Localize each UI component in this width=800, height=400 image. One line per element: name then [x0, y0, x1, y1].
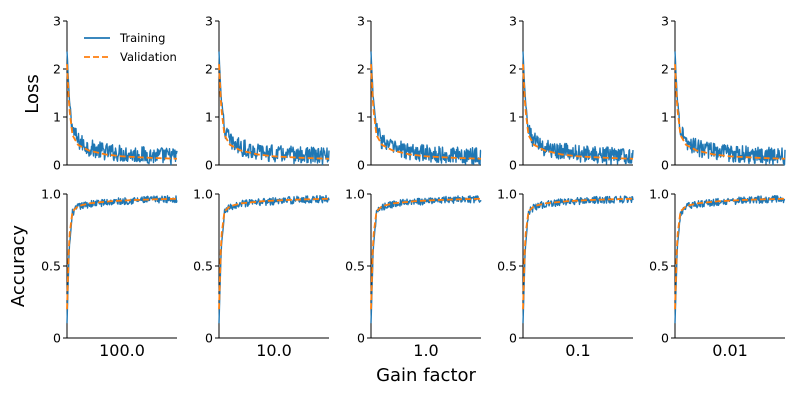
y-tick-label: 3	[53, 14, 61, 29]
y-tick-label: 0.5	[41, 259, 61, 274]
training-series	[66, 195, 178, 324]
legend-label-validation: Validation	[120, 50, 177, 64]
training-series	[218, 51, 330, 166]
y-tick-label: 1.0	[649, 187, 669, 202]
y-tick-label: 0	[509, 331, 517, 346]
row-label-loss: Loss	[22, 74, 43, 113]
validation-series	[370, 197, 482, 310]
y-tick-label: 3	[509, 14, 517, 29]
training-series	[218, 194, 330, 324]
y-tick-label: 1.0	[41, 187, 61, 202]
panel-accuracy-3: 0 0.5 1.0	[497, 187, 634, 346]
panel-loss-2: 0 1 2 3	[357, 14, 482, 173]
y-tick-label: 2	[661, 62, 669, 77]
y-tick-label: 0	[53, 158, 61, 173]
y-tick-label: 0.5	[193, 259, 213, 274]
y-tick-label: 0	[357, 158, 365, 173]
gain-label-0: 100.0	[99, 341, 145, 360]
gain-label-1: 10.0	[256, 341, 292, 360]
y-tick-label: 1.0	[497, 187, 517, 202]
validation-series	[66, 197, 178, 310]
y-tick-label: 1	[357, 110, 365, 125]
panel-loss-4: 0 1 2 3	[661, 14, 786, 173]
validation-series	[522, 197, 634, 310]
validation-series	[370, 64, 482, 160]
validation-series	[66, 64, 178, 160]
gain-label-2: 1.0	[413, 341, 438, 360]
training-series	[370, 51, 482, 166]
training-series	[522, 195, 634, 324]
y-tick-label: 1	[205, 110, 213, 125]
panel-loss-3: 0 1 2 3	[509, 14, 634, 173]
y-tick-label: 0	[661, 158, 669, 173]
training-series	[674, 51, 786, 166]
y-tick-label: 1	[53, 110, 61, 125]
y-tick-label: 2	[357, 62, 365, 77]
legend: Training Validation	[84, 31, 177, 64]
y-tick-label: 0.5	[345, 259, 365, 274]
training-series	[66, 51, 178, 166]
legend-label-training: Training	[119, 31, 165, 45]
y-tick-label: 0	[205, 331, 213, 346]
validation-series	[522, 64, 634, 160]
y-tick-label: 0	[53, 331, 61, 346]
panel-accuracy-4: 0 0.5 1.0	[649, 187, 786, 346]
validation-series	[674, 64, 786, 160]
y-tick-label: 2	[205, 62, 213, 77]
y-tick-label: 0.5	[497, 259, 517, 274]
y-tick-label: 1.0	[193, 187, 213, 202]
y-tick-label: 2	[509, 62, 517, 77]
y-tick-label: 2	[53, 62, 61, 77]
validation-series	[218, 64, 330, 160]
training-series	[522, 51, 634, 165]
y-tick-label: 1	[509, 110, 517, 125]
y-tick-label: 0	[661, 331, 669, 346]
panel-accuracy-0: 0 0.5 1.0	[41, 187, 178, 346]
gain-label-3: 0.1	[565, 341, 590, 360]
panel-accuracy-2: 0 0.5 1.0	[345, 187, 482, 346]
y-tick-label: 0	[509, 158, 517, 173]
training-series	[370, 195, 482, 324]
y-tick-label: 0.5	[649, 259, 669, 274]
y-tick-label: 0	[357, 331, 365, 346]
panel-loss-1: 0 1 2 3	[205, 14, 330, 173]
row-label-accuracy: Accuracy	[8, 225, 29, 308]
x-axis-title: Gain factor	[376, 365, 476, 386]
training-series	[674, 194, 786, 324]
y-tick-label: 0	[205, 158, 213, 173]
panel-accuracy-1: 0 0.5 1.0	[193, 187, 330, 346]
validation-series	[674, 197, 786, 310]
y-tick-label: 3	[205, 14, 213, 29]
validation-series	[218, 197, 330, 310]
y-tick-label: 3	[357, 14, 365, 29]
y-tick-label: 3	[661, 14, 669, 29]
gain-label-4: 0.01	[712, 341, 748, 360]
y-tick-label: 1.0	[345, 187, 365, 202]
y-tick-label: 1	[661, 110, 669, 125]
panel-loss-0: 0 1 2 3	[53, 14, 178, 173]
